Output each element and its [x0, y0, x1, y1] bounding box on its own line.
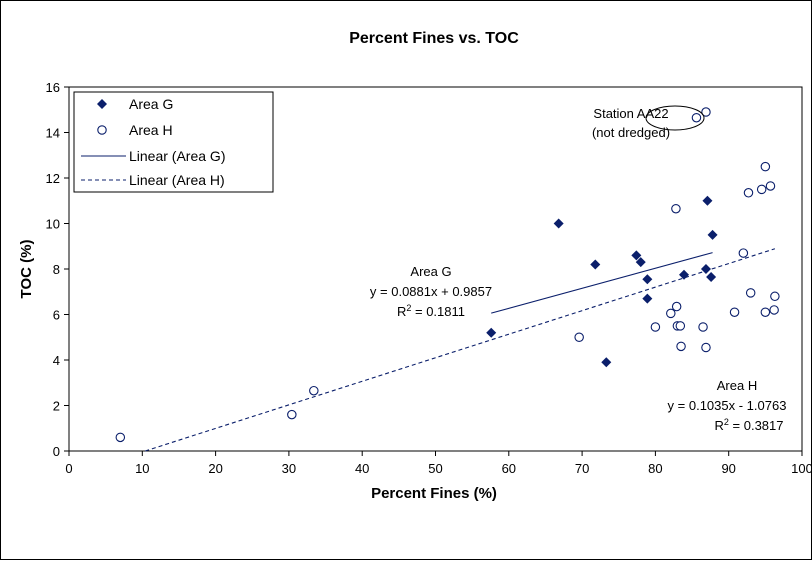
area-g-r2: R2 = 0.1811: [397, 303, 465, 319]
area-g-label: Area G: [410, 264, 451, 279]
trendline-area-g: [491, 252, 713, 314]
area-g-point: [678, 269, 689, 280]
x-tick-label: 80: [648, 461, 662, 476]
area-g-equation: y = 0.0881x + 0.9857: [370, 284, 492, 299]
station-aa22-ellipse: [645, 105, 705, 131]
area-g-annotation: Area G y = 0.0881x + 0.9857 R2 = 0.1811: [370, 264, 492, 319]
station-label: Station AA22: [593, 106, 668, 121]
legend-item-linear-h: Linear (Area H): [81, 172, 225, 188]
legend-label-linear-h: Linear (Area H): [129, 172, 225, 188]
area-g-point: [635, 257, 646, 268]
y-tick-label: 2: [53, 399, 60, 414]
area-h-point: [765, 181, 776, 191]
x-axis-title: Percent Fines (%): [371, 485, 497, 502]
x-tick-label: 100: [791, 461, 812, 476]
area-h-point: [760, 161, 771, 172]
circle-marker-icon: [97, 125, 107, 135]
area-g-point: [590, 259, 601, 270]
area-h-point: [671, 301, 682, 312]
x-tick-label: 60: [502, 461, 516, 476]
trendlines: [145, 248, 776, 452]
y-tick-label: 8: [53, 262, 60, 277]
y-tick-label: 12: [46, 171, 60, 186]
area-g-point: [486, 327, 497, 338]
y-axis-ticks: 0 2 4 6 8 10 12 14 16: [46, 80, 69, 459]
y-axis-title: TOC (%): [18, 240, 35, 299]
area-g-point: [553, 218, 564, 229]
legend: Area G Area H Linear (Area G) Linear (Ar…: [73, 91, 274, 193]
station-note: (not dredged): [592, 125, 670, 140]
area-h-point: [698, 322, 708, 332]
trendline-area-h: [145, 248, 776, 452]
y-tick-label: 0: [53, 444, 60, 459]
area-h-point: [691, 112, 702, 123]
area-g-point: [642, 274, 653, 285]
area-h-point: [650, 322, 661, 332]
x-tick-label: 50: [428, 461, 442, 476]
area-h-point: [745, 288, 756, 298]
legend-label-area-g: Area G: [129, 96, 173, 112]
chart-title: Percent Fines vs. TOC: [349, 30, 519, 47]
area-h-point: [743, 188, 754, 198]
area-h-point: [671, 203, 681, 214]
area-g-point: [707, 229, 718, 240]
area-h-label: Area H: [717, 378, 757, 393]
area-g-point: [631, 250, 642, 261]
area-g-point: [700, 264, 711, 274]
area-g-point: [702, 195, 713, 206]
x-tick-label: 10: [135, 461, 149, 476]
area-h-point: [756, 184, 767, 195]
x-axis-ticks: 0 10 20 30 40 50 60 70 80 90 100: [65, 451, 812, 476]
x-tick-label: 30: [282, 461, 296, 476]
area-g-point: [706, 271, 717, 282]
area-h-point: [309, 385, 319, 396]
y-tick-label: 16: [46, 80, 60, 95]
x-tick-label: 40: [355, 461, 369, 476]
area-h-point: [287, 409, 297, 420]
y-tick-label: 10: [46, 217, 60, 232]
area-h-equation: y = 0.1035x - 1.0763: [668, 398, 787, 413]
area-h-point: [574, 332, 584, 342]
area-h-point: [676, 341, 686, 352]
area-g-point: [642, 293, 653, 304]
area-g-point: [601, 357, 612, 368]
x-tick-label: 70: [575, 461, 589, 476]
station-aa22-annotation: Station AA22 (not dredged): [592, 105, 705, 140]
area-h-point: [115, 432, 126, 443]
legend-item-area-h: Area H: [97, 122, 173, 138]
area-h-point: [666, 308, 676, 319]
area-h-point: [760, 307, 771, 317]
area-h-point: [769, 305, 779, 315]
area-h-point: [701, 342, 711, 353]
area-h-r2: R2 = 0.3817: [715, 417, 784, 433]
legend-box: [73, 91, 274, 193]
legend-label-linear-g: Linear (Area G): [129, 148, 225, 164]
y-tick-label: 14: [46, 126, 60, 141]
x-tick-label: 0: [65, 461, 72, 476]
area-h-point: [738, 248, 749, 258]
area-h-point: [770, 291, 780, 302]
area-h-point: [729, 307, 740, 317]
x-tick-label: 20: [208, 461, 222, 476]
diamond-marker-icon: [97, 99, 107, 109]
y-tick-label: 6: [53, 308, 60, 323]
area-h-annotation: Area H y = 0.1035x - 1.0763 R2 = 0.3817: [668, 378, 787, 433]
area-h-point: [701, 107, 711, 117]
area-h-point: [675, 321, 686, 331]
x-tick-label: 90: [721, 461, 735, 476]
legend-item-linear-g: Linear (Area G): [81, 148, 225, 164]
data-points: [115, 107, 780, 443]
y-tick-label: 4: [53, 353, 60, 368]
legend-item-area-g: Area G: [97, 96, 173, 112]
legend-label-area-h: Area H: [129, 122, 173, 138]
